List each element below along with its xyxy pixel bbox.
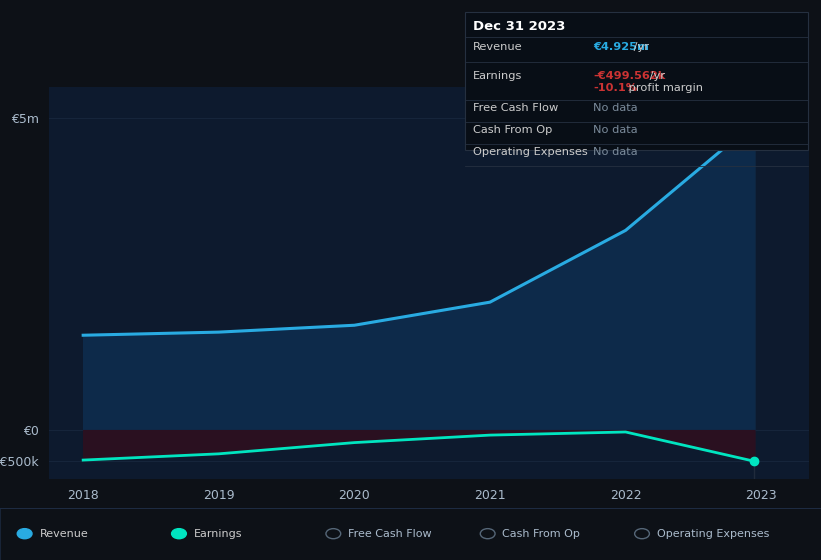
Text: Revenue: Revenue xyxy=(39,529,88,539)
Text: Operating Expenses: Operating Expenses xyxy=(473,147,588,157)
Text: No data: No data xyxy=(593,104,638,113)
Text: Free Cash Flow: Free Cash Flow xyxy=(348,529,432,539)
Text: profit margin: profit margin xyxy=(625,83,703,93)
Text: Cash From Op: Cash From Op xyxy=(473,125,553,136)
Text: Operating Expenses: Operating Expenses xyxy=(657,529,769,539)
Text: Cash From Op: Cash From Op xyxy=(502,529,580,539)
Text: €4.925m: €4.925m xyxy=(593,41,649,52)
Text: /yr: /yr xyxy=(646,72,665,81)
Text: -10.1%: -10.1% xyxy=(593,83,637,93)
Text: No data: No data xyxy=(593,147,638,157)
Text: -€499.562k: -€499.562k xyxy=(593,72,665,81)
Text: No data: No data xyxy=(593,125,638,136)
Text: Dec 31 2023: Dec 31 2023 xyxy=(473,20,566,32)
Text: Free Cash Flow: Free Cash Flow xyxy=(473,104,558,113)
Text: /yr: /yr xyxy=(631,41,649,52)
Text: Earnings: Earnings xyxy=(194,529,242,539)
Text: Earnings: Earnings xyxy=(473,72,522,81)
Text: Revenue: Revenue xyxy=(473,41,523,52)
